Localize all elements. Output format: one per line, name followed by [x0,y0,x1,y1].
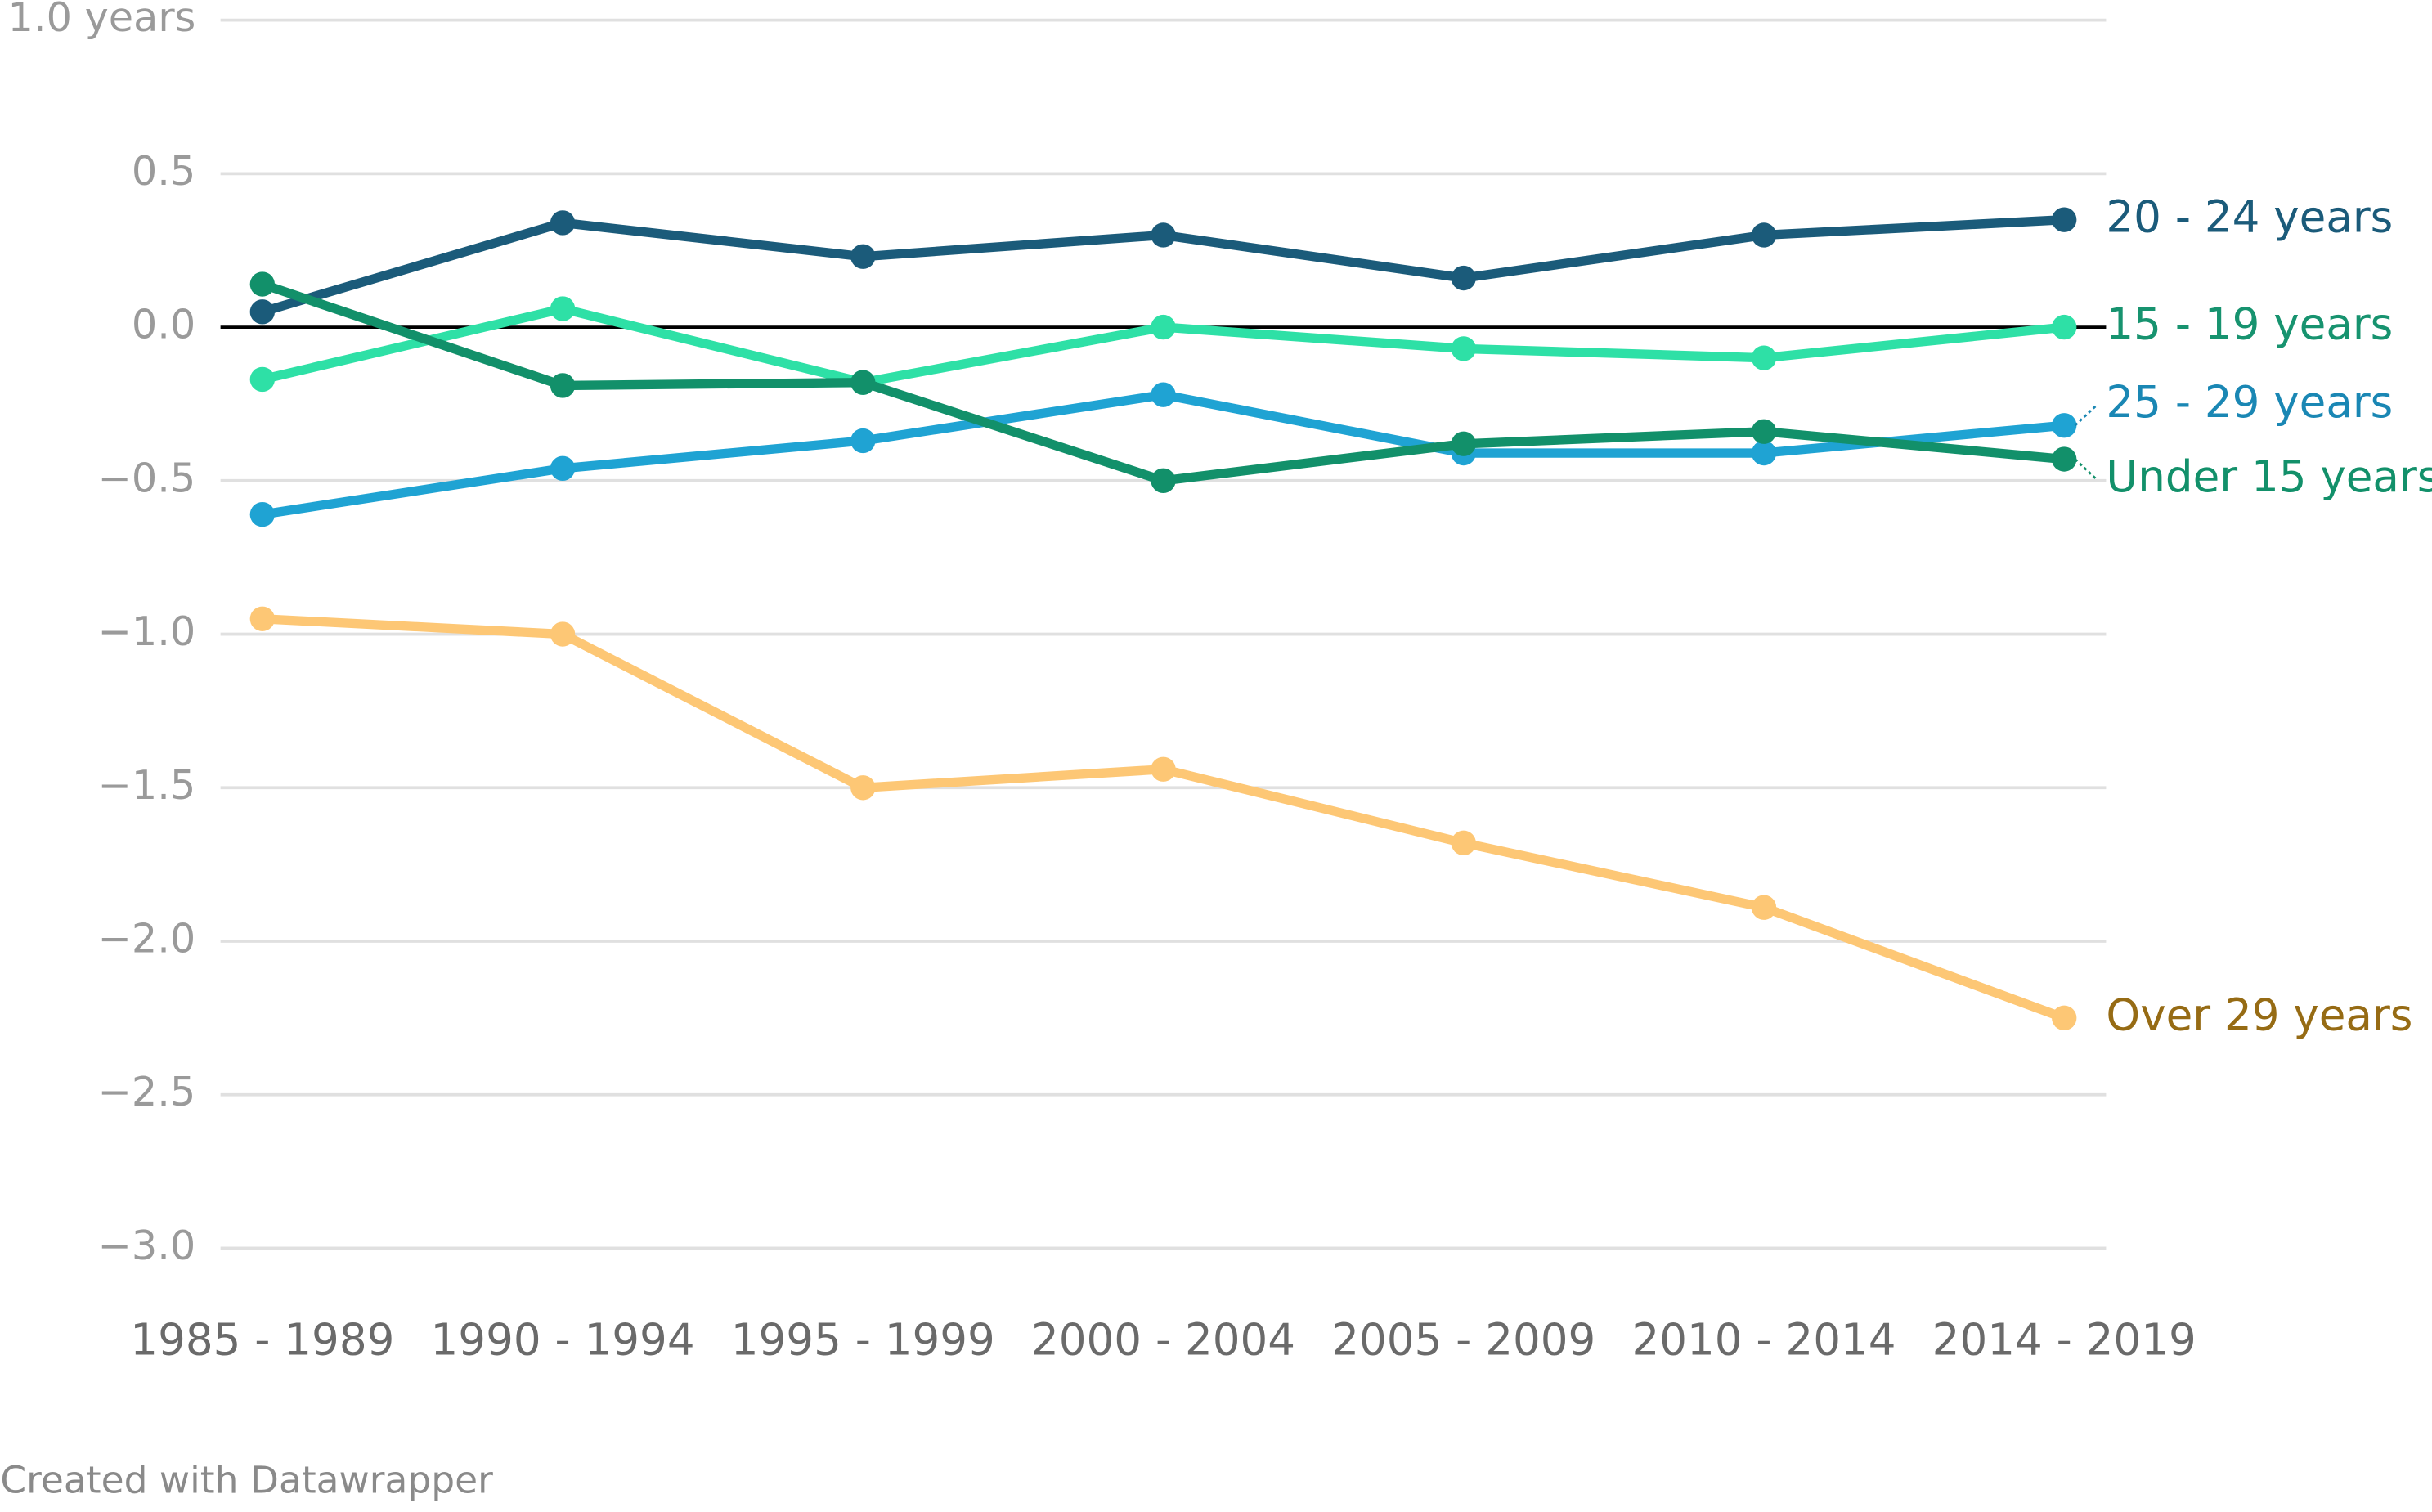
credit: Created with Datawrapper [0,1458,493,1501]
data-point [249,606,276,631]
data-point [249,299,276,325]
data-point [1451,431,1476,456]
data-point [249,271,276,297]
x-tick-label: 2005 - 2009 [1331,1315,1595,1366]
y-tick-label: 0.5 [132,147,195,195]
data-point [1751,895,1777,920]
series-label: 20 - 24 years [2106,191,2393,242]
data-point [1151,468,1176,493]
data-point [1751,440,1777,466]
y-tick-label: −1.0 [98,608,196,655]
x-tick-label: 1985 - 1989 [130,1315,394,1366]
data-point [1451,265,1476,291]
data-point [2052,446,2077,472]
series-label: 25 - 29 years [2106,377,2393,428]
data-point [1451,336,1476,361]
y-tick-label: −1.5 [98,761,196,809]
series-label: Under 15 years [2106,451,2432,502]
y-tick-label: −2.5 [98,1068,196,1115]
y-tick-label: −3.0 [98,1222,196,1269]
x-tick-label: 2014 - 2019 [1932,1315,2196,1366]
x-tick-label: 1990 - 1994 [431,1315,695,1366]
x-tick-label: 2000 - 2004 [1031,1315,1295,1366]
y-tick-label: 0.0 [132,301,195,348]
data-point [850,775,876,801]
data-point [1451,830,1476,856]
data-point [550,455,576,481]
data-point [1151,756,1176,782]
label-leader [2074,458,2098,481]
data-point [249,366,276,393]
series-line [261,390,2065,519]
data-point [2052,1005,2077,1031]
data-point [249,501,276,527]
data-point [850,370,876,395]
data-point [550,296,576,321]
data-point [850,244,876,269]
data-point [550,373,576,398]
series-label: 15 - 19 years [2106,299,2393,350]
data-point [1751,345,1777,370]
data-point [1751,419,1777,444]
data-point [850,428,876,454]
series-label: Over 29 years [2106,989,2412,1040]
data-point [2052,314,2077,340]
data-point [1151,382,1176,407]
x-tick-label: 1995 - 1999 [731,1315,995,1366]
y-tick-label: 1.0 years [8,0,196,41]
data-point [1151,222,1176,248]
x-tick-label: 2010 - 2014 [1631,1315,1896,1366]
data-point [2052,413,2077,438]
y-tick-label: −0.5 [98,454,196,501]
data-point [1751,222,1777,248]
series-line [262,614,2066,1023]
data-point [1151,314,1176,340]
data-point [2052,207,2077,232]
data-point [550,210,576,236]
y-tick-label: −2.0 [98,914,196,962]
label-leader [2074,404,2098,427]
data-point [550,621,576,647]
